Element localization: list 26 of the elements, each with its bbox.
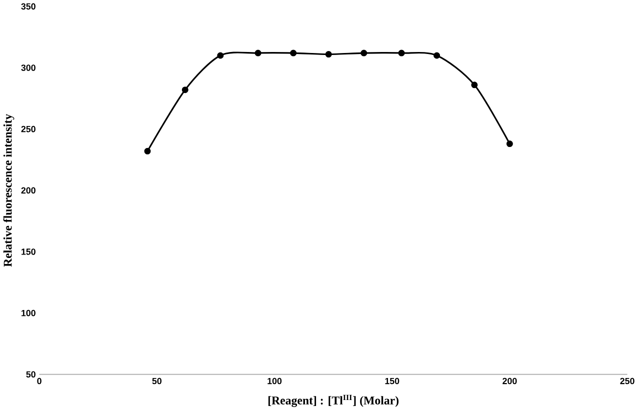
x-tick-label: 0 <box>37 378 42 384</box>
point <box>182 86 188 93</box>
x-tick-label: 50 <box>152 378 162 384</box>
y-tick-label: 300 <box>21 64 36 71</box>
point <box>434 52 440 59</box>
x-tick-label: 150 <box>385 378 400 384</box>
point <box>398 50 405 56</box>
y-tick-label: 50 <box>26 371 36 378</box>
point <box>360 50 368 56</box>
y-tick-label: 100 <box>22 310 36 316</box>
point <box>144 148 151 154</box>
x-axis-title: [Reagent] : [Tl$^{III}$] (Molar) <box>268 394 399 407</box>
point <box>325 50 332 58</box>
point <box>471 82 478 88</box>
point <box>217 52 224 59</box>
x-tick-label: 200 <box>502 378 517 384</box>
point <box>506 140 513 147</box>
x-tick-label: 100 <box>268 378 282 384</box>
point <box>290 50 297 56</box>
y-tick-label: 200 <box>21 187 36 194</box>
y-tick-label: 350 <box>21 3 36 10</box>
y-tick-label: 150 <box>22 248 36 255</box>
x-tick-label: 250 <box>620 378 634 384</box>
y-axis-title: Relative fluorescence intensity <box>3 114 14 267</box>
y-tick-label: 250 <box>21 126 36 132</box>
point <box>254 50 262 56</box>
